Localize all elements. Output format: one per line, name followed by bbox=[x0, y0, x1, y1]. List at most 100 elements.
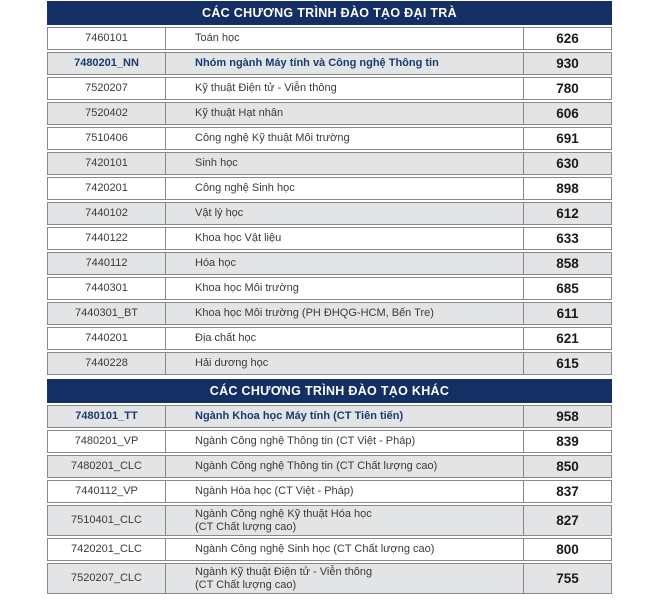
table-row: 7520402 Kỹ thuật Hạt nhân 606 bbox=[47, 102, 612, 125]
program-score-cell: 611 bbox=[556, 306, 579, 321]
table-row: 7440228 Hải dương học 615 bbox=[47, 352, 612, 375]
table-row: 7440122 Khoa học Vật liệu 633 bbox=[47, 227, 612, 250]
program-score-cell: 606 bbox=[556, 106, 579, 121]
program-name: Công nghệ Kỹ thuật Môi trường bbox=[195, 132, 350, 144]
table-section: CÁC CHƯƠNG TRÌNH ĐÀO TẠO ĐẠI TRÀ 7460101… bbox=[47, 1, 612, 375]
table-row: 7440301 Khoa học Môi trường 685 bbox=[47, 277, 612, 300]
table-row: 7480201_NN Nhóm ngành Máy tính và Công n… bbox=[47, 52, 612, 75]
program-score-cell: 626 bbox=[556, 31, 579, 46]
program-score-cell: 691 bbox=[556, 131, 579, 146]
program-code-cell: 7480101_TT bbox=[48, 406, 166, 427]
table-row: 7480201_VP Ngành Công nghệ Thông tin (CT… bbox=[47, 430, 612, 453]
table-row: 7480201_CLC Ngành Công nghệ Thông tin (C… bbox=[47, 455, 612, 478]
program-score-cell: 930 bbox=[556, 56, 579, 71]
program-code-cell: 7440122 bbox=[48, 228, 166, 249]
program-code-cell: 7440301 bbox=[48, 278, 166, 299]
program-name: Sinh học bbox=[195, 157, 238, 169]
section-header: CÁC CHƯƠNG TRÌNH ĐÀO TẠO ĐẠI TRÀ bbox=[47, 1, 612, 25]
table-row: 7440112_VP Ngành Hóa học (CT Việt - Pháp… bbox=[47, 480, 612, 503]
table-row: 7510406 Công nghệ Kỹ thuật Môi trường 69… bbox=[47, 127, 612, 150]
program-name-cell: Hải dương học bbox=[166, 353, 524, 374]
program-name-cell: Kỹ thuật Hạt nhân bbox=[166, 103, 524, 124]
table-row: 7510401_CLC Ngành Công nghệ Kỹ thuật Hóa… bbox=[47, 505, 612, 536]
program-name-line2: (CT Chất lượng cao) bbox=[195, 578, 297, 591]
program-name: Ngành Kỹ thuật Điện tử - Viễn thông bbox=[195, 565, 373, 578]
program-score-cell: 898 bbox=[556, 181, 579, 196]
program-name: Khoa học Môi trường (PH ĐHQG-HCM, Bến Tr… bbox=[195, 307, 434, 319]
program-name: Khoa học Môi trường bbox=[195, 282, 299, 294]
program-name: Kỹ thuật Hạt nhân bbox=[195, 107, 284, 119]
program-code-cell: 7520207 bbox=[48, 78, 166, 99]
program-name-cell: Vật lý học bbox=[166, 203, 524, 224]
program-name: Ngành Khoa học Máy tính (CT Tiên tiến) bbox=[195, 410, 404, 422]
program-code-cell: 7440301_BT bbox=[48, 303, 166, 324]
program-name: Hóa học bbox=[195, 257, 236, 269]
program-name-cell: Khoa học Vật liệu bbox=[166, 228, 524, 249]
program-score-cell: 615 bbox=[556, 356, 579, 371]
table-section: CÁC CHƯƠNG TRÌNH ĐÀO TẠO KHÁC 7480101_TT… bbox=[47, 379, 612, 594]
table-row: 7520207_CLC Ngành Kỹ thuật Điện tử - Viễ… bbox=[47, 563, 612, 594]
program-name-cell: Ngành Khoa học Máy tính (CT Tiên tiến) bbox=[166, 406, 524, 427]
table-row: 7460101 Toán học 626 bbox=[47, 27, 612, 50]
program-score-cell: 800 bbox=[556, 542, 579, 557]
program-score-cell: 827 bbox=[556, 513, 579, 528]
program-score-cell: 633 bbox=[556, 231, 579, 246]
admission-scores-table: CÁC CHƯƠNG TRÌNH ĐÀO TẠO ĐẠI TRÀ 7460101… bbox=[47, 1, 612, 594]
table-row: 7440112 Hóa học 858 bbox=[47, 252, 612, 275]
program-code-cell: 7480201_CLC bbox=[48, 456, 166, 477]
program-name: Ngành Công nghệ Thông tin (CT Việt - Phá… bbox=[195, 435, 416, 447]
program-name: Ngành Công nghệ Thông tin (CT Chất lượng… bbox=[195, 460, 438, 472]
table-row: 7420101 Sinh học 630 bbox=[47, 152, 612, 175]
program-score-cell: 612 bbox=[556, 206, 579, 221]
program-code-cell: 7440112 bbox=[48, 253, 166, 274]
program-name-cell: Ngành Công nghệ Sinh học (CT Chất lượng … bbox=[166, 539, 524, 560]
program-name: Nhóm ngành Máy tính và Công nghệ Thông t… bbox=[195, 57, 439, 69]
program-name-line2: (CT Chất lượng cao) bbox=[195, 520, 297, 533]
program-score-cell: 755 bbox=[556, 571, 579, 586]
program-name-cell: Công nghệ Kỹ thuật Môi trường bbox=[166, 128, 524, 149]
program-name-cell: Ngành Công nghệ Thông tin (CT Việt - Phá… bbox=[166, 431, 524, 452]
program-code-cell: 7440102 bbox=[48, 203, 166, 224]
program-code-cell: 7420201 bbox=[48, 178, 166, 199]
program-name-cell: Nhóm ngành Máy tính và Công nghệ Thông t… bbox=[166, 53, 524, 74]
program-name: Địa chất học bbox=[195, 332, 257, 344]
section-header: CÁC CHƯƠNG TRÌNH ĐÀO TẠO KHÁC bbox=[47, 379, 612, 403]
program-name-cell: Ngành Kỹ thuật Điện tử - Viễn thông (CT … bbox=[166, 564, 524, 593]
program-name-cell: Sinh học bbox=[166, 153, 524, 174]
program-name: Ngành Công nghệ Kỹ thuật Hóa học bbox=[195, 507, 372, 520]
program-name-cell: Khoa học Môi trường bbox=[166, 278, 524, 299]
program-score-cell: 958 bbox=[556, 409, 579, 424]
program-code-cell: 7440112_VP bbox=[48, 481, 166, 502]
table-row: 7440301_BT Khoa học Môi trường (PH ĐHQG-… bbox=[47, 302, 612, 325]
table-row: 7480101_TT Ngành Khoa học Máy tính (CT T… bbox=[47, 405, 612, 428]
program-code-cell: 7420101 bbox=[48, 153, 166, 174]
program-name: Kỹ thuật Điện tử - Viễn thông bbox=[195, 82, 337, 94]
program-score-cell: 780 bbox=[556, 81, 579, 96]
program-code-cell: 7480201_VP bbox=[48, 431, 166, 452]
program-code-cell: 7460101 bbox=[48, 28, 166, 49]
program-code-cell: 7510406 bbox=[48, 128, 166, 149]
program-name-cell: Hóa học bbox=[166, 253, 524, 274]
program-name-cell: Địa chất học bbox=[166, 328, 524, 349]
table-row: 7420201_CLC Ngành Công nghệ Sinh học (CT… bbox=[47, 538, 612, 561]
program-code-cell: 7520402 bbox=[48, 103, 166, 124]
program-name: Toán học bbox=[195, 32, 240, 44]
program-code-cell: 7520207_CLC bbox=[48, 564, 166, 593]
section-rows: 7480101_TT Ngành Khoa học Máy tính (CT T… bbox=[47, 405, 612, 594]
program-code-cell: 7440201 bbox=[48, 328, 166, 349]
program-name-cell: Toán học bbox=[166, 28, 524, 49]
program-score-cell: 850 bbox=[556, 459, 579, 474]
program-name-cell: Khoa học Môi trường (PH ĐHQG-HCM, Bến Tr… bbox=[166, 303, 524, 324]
program-name-cell: Ngành Công nghệ Thông tin (CT Chất lượng… bbox=[166, 456, 524, 477]
section-rows: 7460101 Toán học 626 7480201_NN Nhóm ngà… bbox=[47, 27, 612, 375]
program-name-cell: Kỹ thuật Điện tử - Viễn thông bbox=[166, 78, 524, 99]
program-name-cell: Công nghệ Sinh học bbox=[166, 178, 524, 199]
program-name: Khoa học Vật liệu bbox=[195, 232, 282, 244]
program-score-cell: 685 bbox=[556, 281, 579, 296]
program-score-cell: 630 bbox=[556, 156, 579, 171]
program-name: Công nghệ Sinh học bbox=[195, 182, 295, 194]
program-name-cell: Ngành Hóa học (CT Việt - Pháp) bbox=[166, 481, 524, 502]
table-row: 7440102 Vật lý học 612 bbox=[47, 202, 612, 225]
table-row: 7520207 Kỹ thuật Điện tử - Viễn thông 78… bbox=[47, 77, 612, 100]
